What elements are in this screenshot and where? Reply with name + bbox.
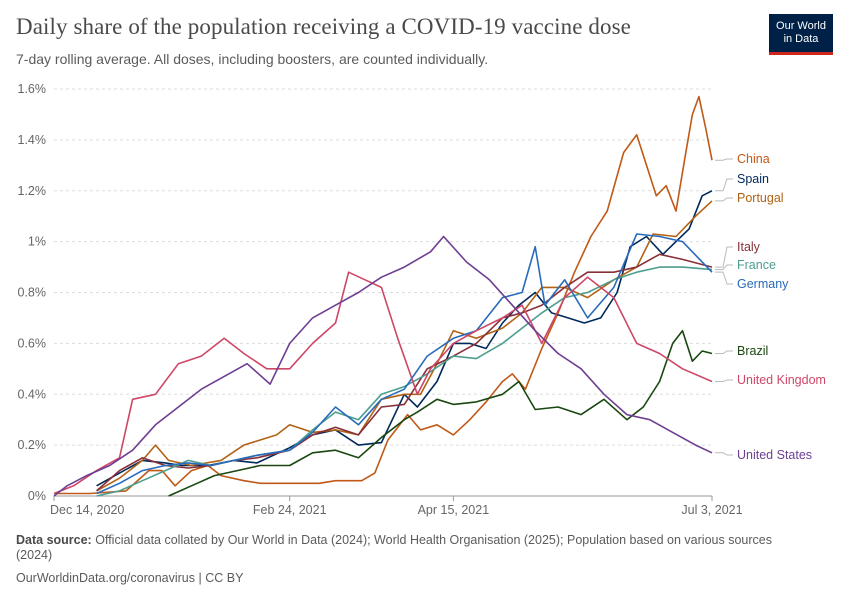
series-line-spain xyxy=(96,190,713,487)
logo-line2: in Data xyxy=(783,33,819,45)
series-line-portugal xyxy=(96,200,713,492)
series-label: Portugal xyxy=(737,191,784,205)
y-tick-label: 0.6% xyxy=(18,336,47,350)
series-label: United States xyxy=(737,448,812,462)
legend-connector xyxy=(715,271,733,285)
chart-subtitle: 7-day rolling average. All doses, includ… xyxy=(16,51,489,67)
series-line-china xyxy=(54,95,713,495)
legend-connector xyxy=(715,158,733,161)
legend-connector xyxy=(715,197,733,202)
series-label: China xyxy=(737,152,770,166)
data-source-note: Data source: Official data collated by O… xyxy=(16,533,806,563)
y-tick-label: 1.6% xyxy=(18,82,47,96)
legend-connector xyxy=(715,452,733,456)
y-tick-label: 1% xyxy=(28,235,46,249)
series-line-france xyxy=(96,266,713,497)
credit-line: OurWorldinData.org/coronavirus | CC BY xyxy=(16,571,243,586)
source-link[interactable]: OurWorldinData.org/coronavirus xyxy=(16,571,196,585)
x-tick-label: Dec 14, 2020 xyxy=(50,503,124,517)
series-line-united-states xyxy=(53,235,713,497)
legend-connector xyxy=(715,350,733,355)
license-text: | CC BY xyxy=(198,571,244,585)
x-tick-label: Apr 15, 2021 xyxy=(418,503,490,517)
legend-connector xyxy=(715,379,733,383)
series-label: Spain xyxy=(737,172,769,186)
series-label: United Kingdom xyxy=(737,373,826,387)
source-label: Data source: xyxy=(16,533,92,547)
y-tick-label: 0.4% xyxy=(18,387,47,401)
legend-connector xyxy=(715,178,733,192)
owid-logo[interactable]: Our World in Data xyxy=(769,14,833,55)
y-tick-label: 0% xyxy=(28,489,46,503)
legend-connector xyxy=(715,246,733,268)
series-line-brazil xyxy=(168,329,713,497)
series-label: Italy xyxy=(737,240,761,254)
series-label: Germany xyxy=(737,277,789,291)
legend-connector xyxy=(715,264,733,271)
series-label: Brazil xyxy=(737,344,768,358)
y-tick-label: 1.4% xyxy=(18,133,47,147)
source-text: Official data collated by Our World in D… xyxy=(16,533,772,562)
x-tick-label: Jul 3, 2021 xyxy=(681,503,742,517)
y-tick-label: 0.8% xyxy=(18,286,47,300)
y-tick-label: 0.2% xyxy=(18,438,47,452)
series-line-united-kingdom xyxy=(53,271,713,495)
series-line-italy xyxy=(96,253,713,492)
x-tick-label: Feb 24, 2021 xyxy=(253,503,327,517)
series-label: France xyxy=(737,258,776,272)
series-line-germany xyxy=(96,233,713,495)
chart-title: Daily share of the population receiving … xyxy=(16,14,631,39)
line-chart: 0% 0.2% 0.4% 0.6% 0.8% 1% 1.2% 1.4% 1.6% Dec 14, … xyxy=(18,82,826,517)
logo-line1: Our World xyxy=(776,20,826,32)
y-tick-label: 1.2% xyxy=(18,184,47,198)
